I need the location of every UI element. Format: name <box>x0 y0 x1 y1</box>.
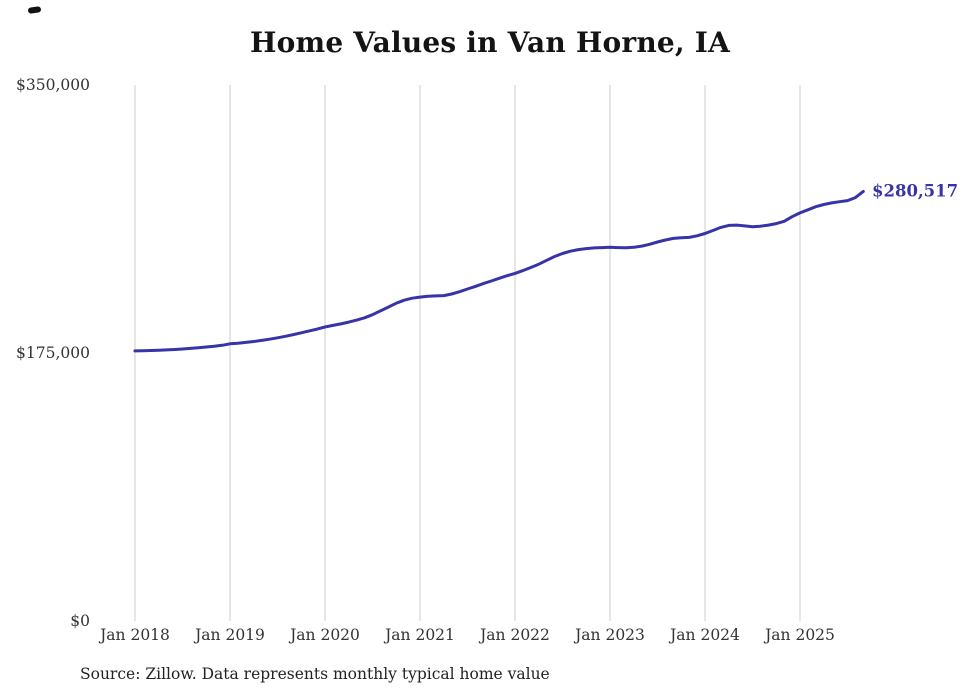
x-axis-tick-jan-2022: Jan 2022 <box>480 626 550 644</box>
x-axis-tick-jan-2024: Jan 2024 <box>670 626 740 644</box>
x-axis-tick-jan-2020: Jan 2020 <box>290 626 360 644</box>
latest-value-label: $280,517 <box>872 181 959 201</box>
y-axis-tick-0: $0 <box>70 612 90 630</box>
x-axis-tick-jan-2018: Jan 2018 <box>100 626 170 644</box>
y-axis-tick-350000: $350,000 <box>16 76 90 94</box>
x-axis-tick-jan-2025: Jan 2025 <box>765 626 835 644</box>
x-axis-tick-jan-2023: Jan 2023 <box>575 626 645 644</box>
y-axis-tick-175000: $175,000 <box>16 344 90 362</box>
chart-title: Home Values in Van Horne, IA <box>249 26 731 59</box>
x-axis-tick-jan-2019: Jan 2019 <box>195 626 265 644</box>
x-axis-tick-jan-2021: Jan 2021 <box>385 626 455 644</box>
source-note: Source: Zillow. Data represents monthly … <box>80 665 550 683</box>
